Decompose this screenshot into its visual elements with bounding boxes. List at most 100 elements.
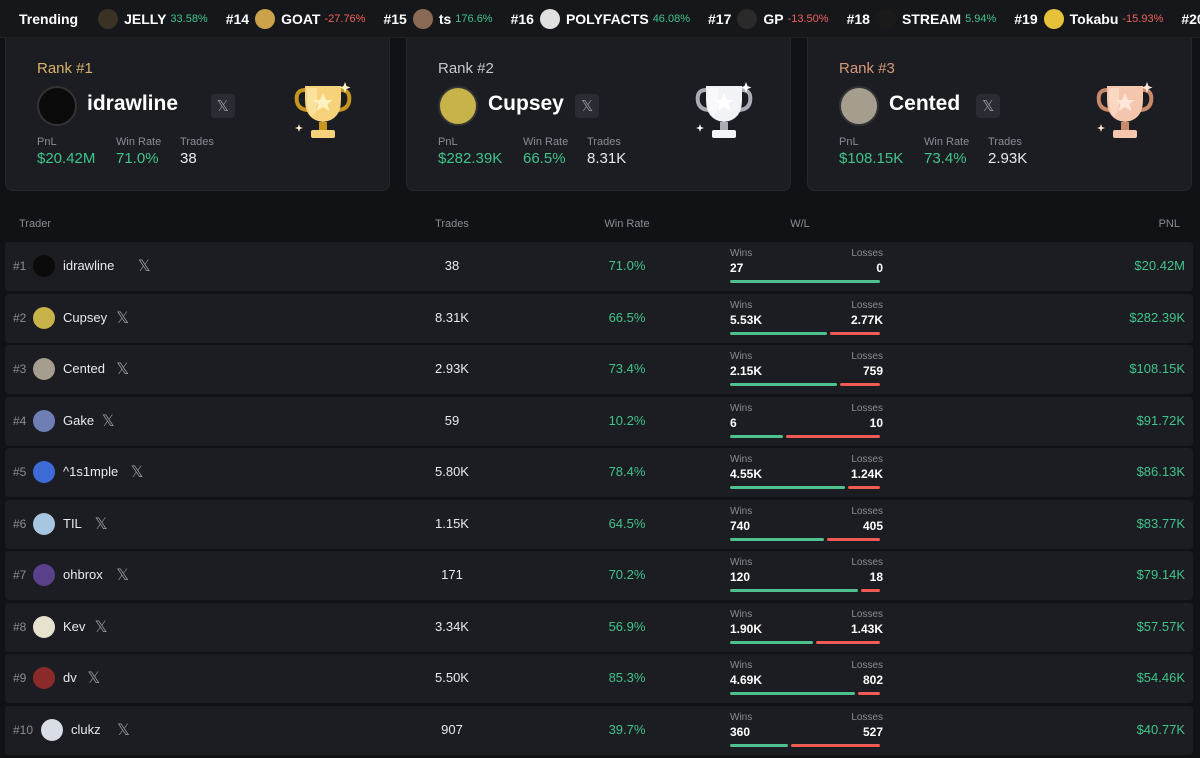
table-row[interactable]: #10 clukz 𝕏 907 39.7% Wins Losses 360 52… (5, 705, 1193, 755)
trader-name[interactable]: ^1s1mple (63, 464, 119, 479)
table-row[interactable]: #3 Cented 𝕏 2.93K 73.4% Wins Losses 2.15… (5, 345, 1193, 394)
table-row[interactable]: #4 Gake 𝕏 59 10.2% Wins Losses 6 10 $91.… (5, 396, 1193, 446)
stream-token-icon (875, 8, 896, 29)
pnl-cell: $108.15K (1129, 361, 1185, 376)
podium-card-rank-3[interactable]: Rank #3 Cented 𝕏 PnL $108.15K Win Rate 7… (807, 38, 1192, 191)
trending-item[interactable]: #18 STREAM 5.94% (847, 8, 997, 29)
trending-item[interactable]: #20 (1181, 9, 1200, 29)
pnl-cell: $86.13K (1136, 464, 1185, 479)
x-social-icon[interactable]: 𝕏 (101, 412, 115, 430)
table-row[interactable]: #6 TIL 𝕏 1.15K 64.5% Wins Losses 740 405… (5, 499, 1193, 549)
trades-cell: 171 (441, 567, 463, 582)
x-social-icon[interactable]: 𝕏 (116, 361, 130, 378)
trending-item[interactable]: #14 GOAT -27.76% (226, 8, 365, 29)
trades-cell: 8.31K (435, 309, 469, 325)
trending-change: -15.93% (1122, 12, 1164, 25)
winrate-cell: 73.4% (608, 361, 646, 376)
trader-name[interactable]: Cented (63, 361, 105, 376)
pnl-cell: $40.77K (1136, 721, 1185, 737)
trending-rank: #15 (383, 10, 407, 27)
x-social-icon[interactable]: 𝕏 (976, 94, 1001, 118)
wins-bar (730, 383, 837, 386)
winrate-cell: 10.2% (608, 412, 646, 428)
wins-value: 4.69K (730, 673, 763, 687)
trending-item[interactable]: #19 Tokabu -15.93% (1014, 8, 1164, 29)
pnl-cell: $20.42M (1134, 258, 1185, 273)
wins-bar (730, 486, 845, 489)
trader-name[interactable]: idrawline (63, 258, 115, 273)
x-social-icon[interactable]: 𝕏 (94, 515, 108, 533)
table-row[interactable]: #5 ^1s1mple 𝕏 5.80K 78.4% Wins Losses 4.… (5, 448, 1193, 497)
row-rank: #10 (13, 722, 34, 737)
trader-name[interactable]: Gake (63, 412, 95, 428)
x-social-icon[interactable]: 𝕏 (94, 618, 108, 636)
table-row[interactable]: #2 Cupsey 𝕏 8.31K 66.5% Wins Losses 5.53… (5, 293, 1193, 343)
trades-label: Trades (988, 136, 1022, 148)
trader-name[interactable]: Cupsey (488, 92, 564, 115)
wins-value: 27 (730, 261, 744, 275)
trader-name[interactable]: idrawline (87, 92, 179, 115)
trending-item[interactable]: #17 GP -13.50% (708, 8, 829, 29)
trades-cell: 5.80K (435, 464, 469, 479)
x-social-icon[interactable]: 𝕏 (117, 721, 130, 739)
podium-card-rank-1[interactable]: Rank #1 idrawline 𝕏 PnL $20.42M Win Rate… (5, 38, 390, 191)
trending-name: Tokabu (1069, 10, 1119, 27)
winrate-cell: 71.0% (608, 258, 646, 273)
table-row[interactable]: #7 ohbrox 𝕏 171 70.2% Wins Losses 120 18… (5, 551, 1193, 600)
wins-bar (730, 331, 827, 335)
losses-bar (848, 486, 880, 489)
wins-label: Wins (730, 711, 753, 723)
trader-name[interactable]: Cupsey (63, 309, 108, 325)
trending-item[interactable]: #15 ts 176.6% (383, 8, 493, 29)
trending-item[interactable]: #16 POLYFACTS 46.08% (511, 8, 690, 29)
header-trader: Trader (19, 218, 51, 230)
win-loss-cell: Wins Losses 2.15K 759 (730, 351, 883, 389)
gp-token-icon (737, 8, 758, 29)
goat-token-icon (255, 8, 276, 29)
trader-name[interactable]: Kev (63, 618, 86, 634)
x-social-icon[interactable]: 𝕏 (116, 309, 130, 327)
win-loss-cell: Wins Losses 120 18 (730, 557, 883, 595)
losses-value: 1.43K (850, 621, 883, 636)
avatar (33, 667, 55, 689)
losses-label: Losses (851, 299, 883, 311)
trader-name[interactable]: TIL (63, 515, 82, 531)
trader-name[interactable]: dv (63, 670, 77, 685)
trades-cell: 3.34K (435, 618, 469, 634)
winrate-value: 66.5% (523, 150, 566, 167)
trending-name: GOAT (281, 10, 321, 27)
trending-item[interactable]: JELLY 33.58% (98, 8, 208, 29)
avatar (438, 86, 478, 126)
x-social-icon[interactable]: 𝕏 (130, 464, 144, 481)
table-row[interactable]: #9 dv 𝕏 5.50K 85.3% Wins Losses 4.69K 80… (5, 654, 1193, 703)
losses-value: 527 (862, 724, 883, 739)
x-social-icon[interactable]: 𝕏 (210, 94, 235, 118)
table-row[interactable]: #8 Kev 𝕏 3.34K 56.9% Wins Losses 1.90K 1… (5, 602, 1193, 652)
wins-value: 740 (730, 518, 751, 533)
avatar (33, 615, 55, 638)
losses-label: Losses (851, 248, 883, 259)
trades-value: 38 (180, 150, 197, 167)
x-social-icon[interactable]: 𝕏 (116, 567, 130, 584)
trader-name[interactable]: Cented (889, 92, 961, 115)
wins-label: Wins (730, 351, 753, 362)
table-header: Trader Trades Win Rate W/L PNL (0, 218, 1200, 236)
x-social-icon[interactable]: 𝕏 (575, 94, 600, 118)
trader-name[interactable]: ohbrox (63, 567, 103, 582)
podium-card-rank-2[interactable]: Rank #2 Cupsey 𝕏 PnL $282.39K Win Rate 6… (406, 38, 791, 191)
losses-value: 18 (869, 570, 883, 584)
wins-value: 2.15K (730, 364, 763, 378)
winrate-cell: 64.5% (608, 515, 646, 531)
wins-value: 4.55K (730, 467, 763, 481)
pnl-cell: $282.39K (1129, 309, 1185, 325)
winrate-label: Win Rate (924, 136, 970, 148)
wins-bar (730, 537, 824, 541)
trader-name[interactable]: clukz (71, 721, 101, 737)
trending-change: 5.94% (965, 12, 997, 25)
header-wl: W/L (790, 218, 810, 230)
table-row[interactable]: #1 idrawline 𝕏 38 71.0% Wins Losses 27 0… (5, 242, 1193, 291)
row-rank: #3 (13, 362, 27, 376)
row-rank: #1 (13, 259, 27, 273)
x-social-icon[interactable]: 𝕏 (87, 670, 101, 687)
x-social-icon[interactable]: 𝕏 (137, 258, 151, 275)
